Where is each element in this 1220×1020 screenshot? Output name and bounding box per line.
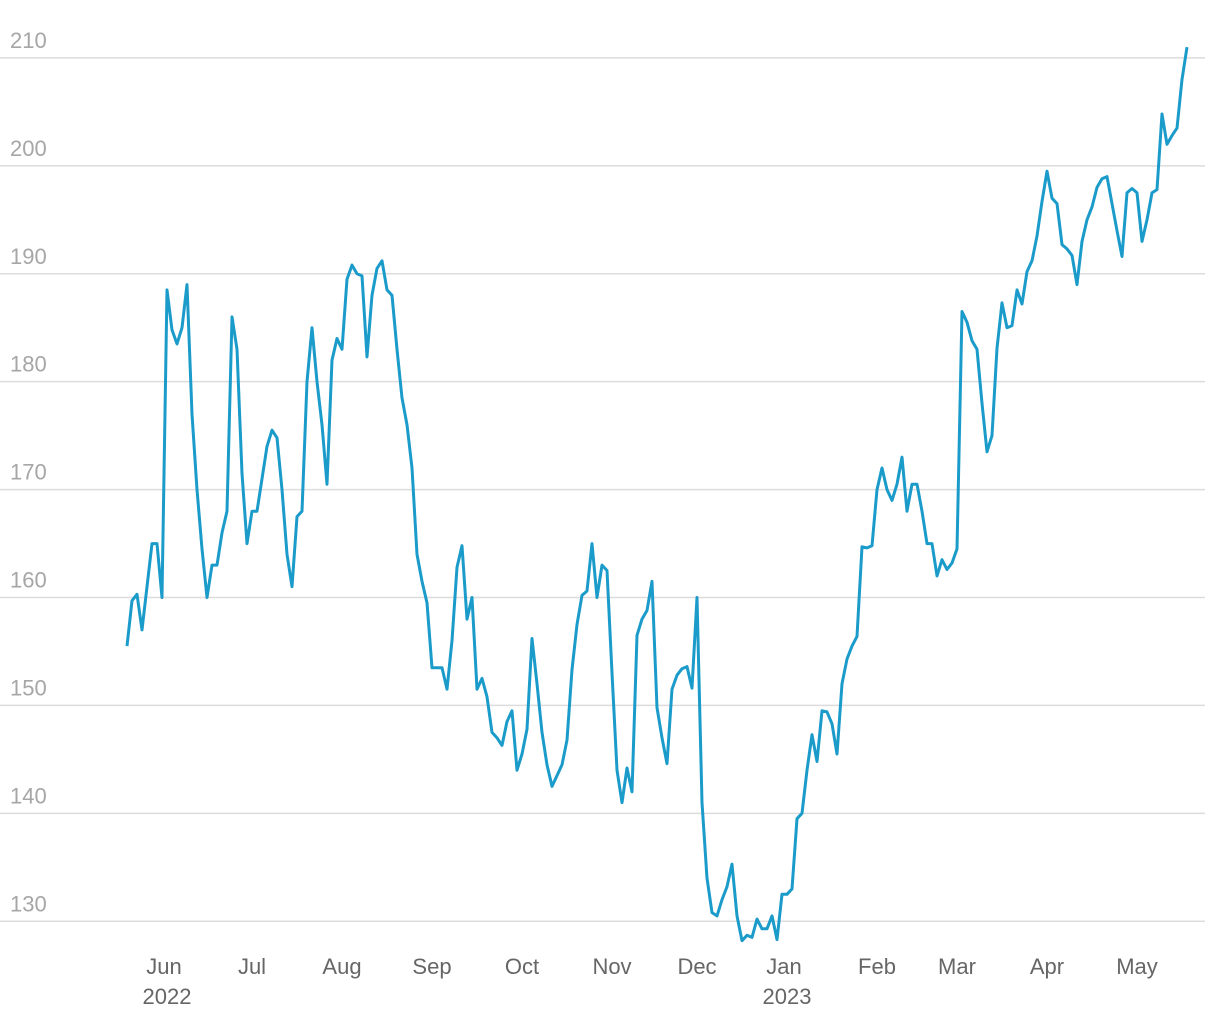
x-tick-label: Feb xyxy=(858,954,896,979)
y-tick-label: 140 xyxy=(10,783,47,808)
y-tick-label: 190 xyxy=(10,244,47,269)
x-tick-label: Jul xyxy=(238,954,266,979)
x-tick-label: Apr xyxy=(1030,954,1064,979)
x-tick-label: Nov xyxy=(592,954,631,979)
y-tick-label: 170 xyxy=(10,460,47,485)
x-tick-label: Dec xyxy=(677,954,716,979)
y-tick-label: 150 xyxy=(10,675,47,700)
x-tick-label: May xyxy=(1116,954,1158,979)
x-tick-label: Sep xyxy=(412,954,451,979)
y-tick-label: 130 xyxy=(10,891,47,916)
x-tick-label: Aug xyxy=(322,954,361,979)
x-tick-label: Mar xyxy=(938,954,976,979)
x-tick-label: Jan 2023 xyxy=(763,954,812,1009)
y-tick-label: 160 xyxy=(10,568,47,593)
y-tick-label: 210 xyxy=(10,28,47,53)
y-tick-label: 180 xyxy=(10,352,47,377)
x-tick-label: Oct xyxy=(505,954,539,979)
y-tick-label: 200 xyxy=(10,136,47,161)
x-tick-label: Jun 2022 xyxy=(143,954,192,1009)
price-line xyxy=(125,46,1189,943)
